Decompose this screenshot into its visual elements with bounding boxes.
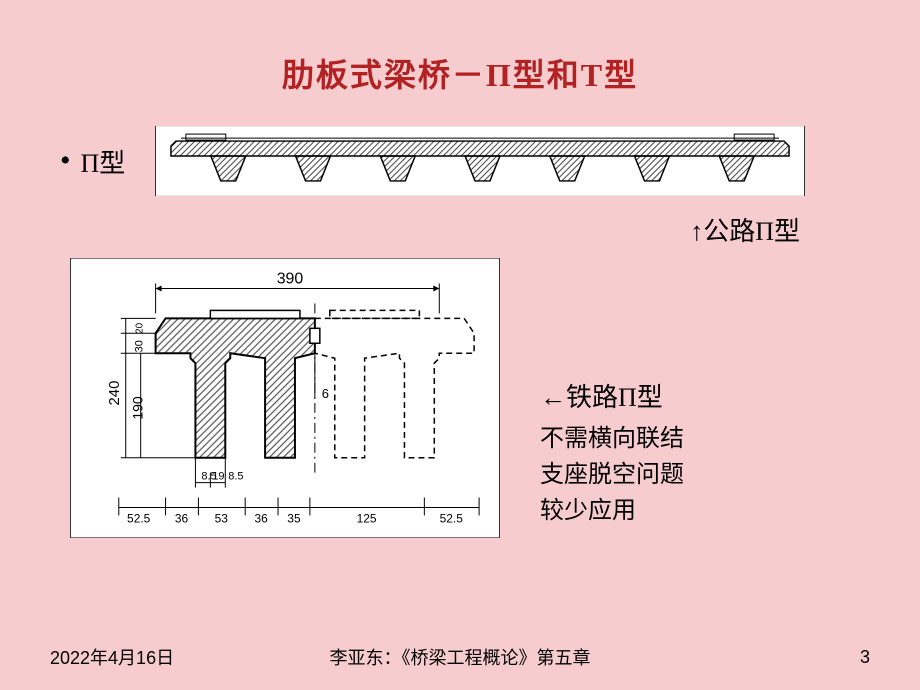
row-railway-pi: 390 6: [40, 258, 880, 538]
annotation-line3: 较少应用: [540, 493, 684, 529]
dim-b2: 36: [175, 511, 189, 525]
footer: 2022年4月16日 李亚东：《桥梁工程概论》第五章 3: [0, 644, 920, 670]
annotation-line1: 不需横向联结: [540, 421, 684, 457]
bullet-text: Π型: [81, 143, 126, 180]
row-pi-type: • Π型: [40, 126, 880, 196]
dim-b3: 53: [215, 511, 229, 525]
dim-b5: 35: [287, 511, 301, 525]
dim-390: 390: [277, 271, 304, 288]
dim-240: 240: [106, 381, 123, 406]
dim-b4: 36: [254, 511, 268, 525]
highway-pi-svg: [156, 126, 804, 196]
dim-b1: 52.5: [127, 511, 151, 525]
dim-30: 30: [134, 340, 146, 352]
footer-page: 3: [860, 647, 870, 668]
annotation-line2: 支座脱空问题: [540, 457, 684, 493]
annotation-railway: ←铁路Π型 不需横向联结 支座脱空问题 较少应用: [540, 378, 684, 529]
dim-6: 6: [322, 386, 329, 401]
footer-date: 2022年4月16日: [50, 644, 174, 670]
dim-19: 19: [212, 471, 224, 483]
bullet-dot: •: [60, 146, 71, 176]
dim-190: 190: [130, 396, 146, 419]
railway-pi-svg: 390 6: [71, 258, 499, 538]
diagram-railway-pi: 390 6: [70, 258, 500, 538]
dim-b7: 52.5: [440, 511, 464, 525]
dim-8.5b: 8.5: [228, 471, 243, 483]
annotation-head: ←铁路Π型: [540, 378, 684, 417]
footer-center: 李亚东：《桥梁工程概论》第五章: [330, 644, 591, 670]
diagram-highway-pi: [155, 126, 805, 196]
label-highway: ↑公路Π型: [40, 211, 800, 248]
dim-b6: 125: [357, 511, 377, 525]
bullet-pi: • Π型: [60, 143, 125, 180]
page-title: 肋板式梁桥－Π型和T型: [40, 50, 880, 96]
dim-20: 20: [135, 322, 146, 334]
slide: 肋板式梁桥－Π型和T型 • Π型: [0, 0, 920, 690]
